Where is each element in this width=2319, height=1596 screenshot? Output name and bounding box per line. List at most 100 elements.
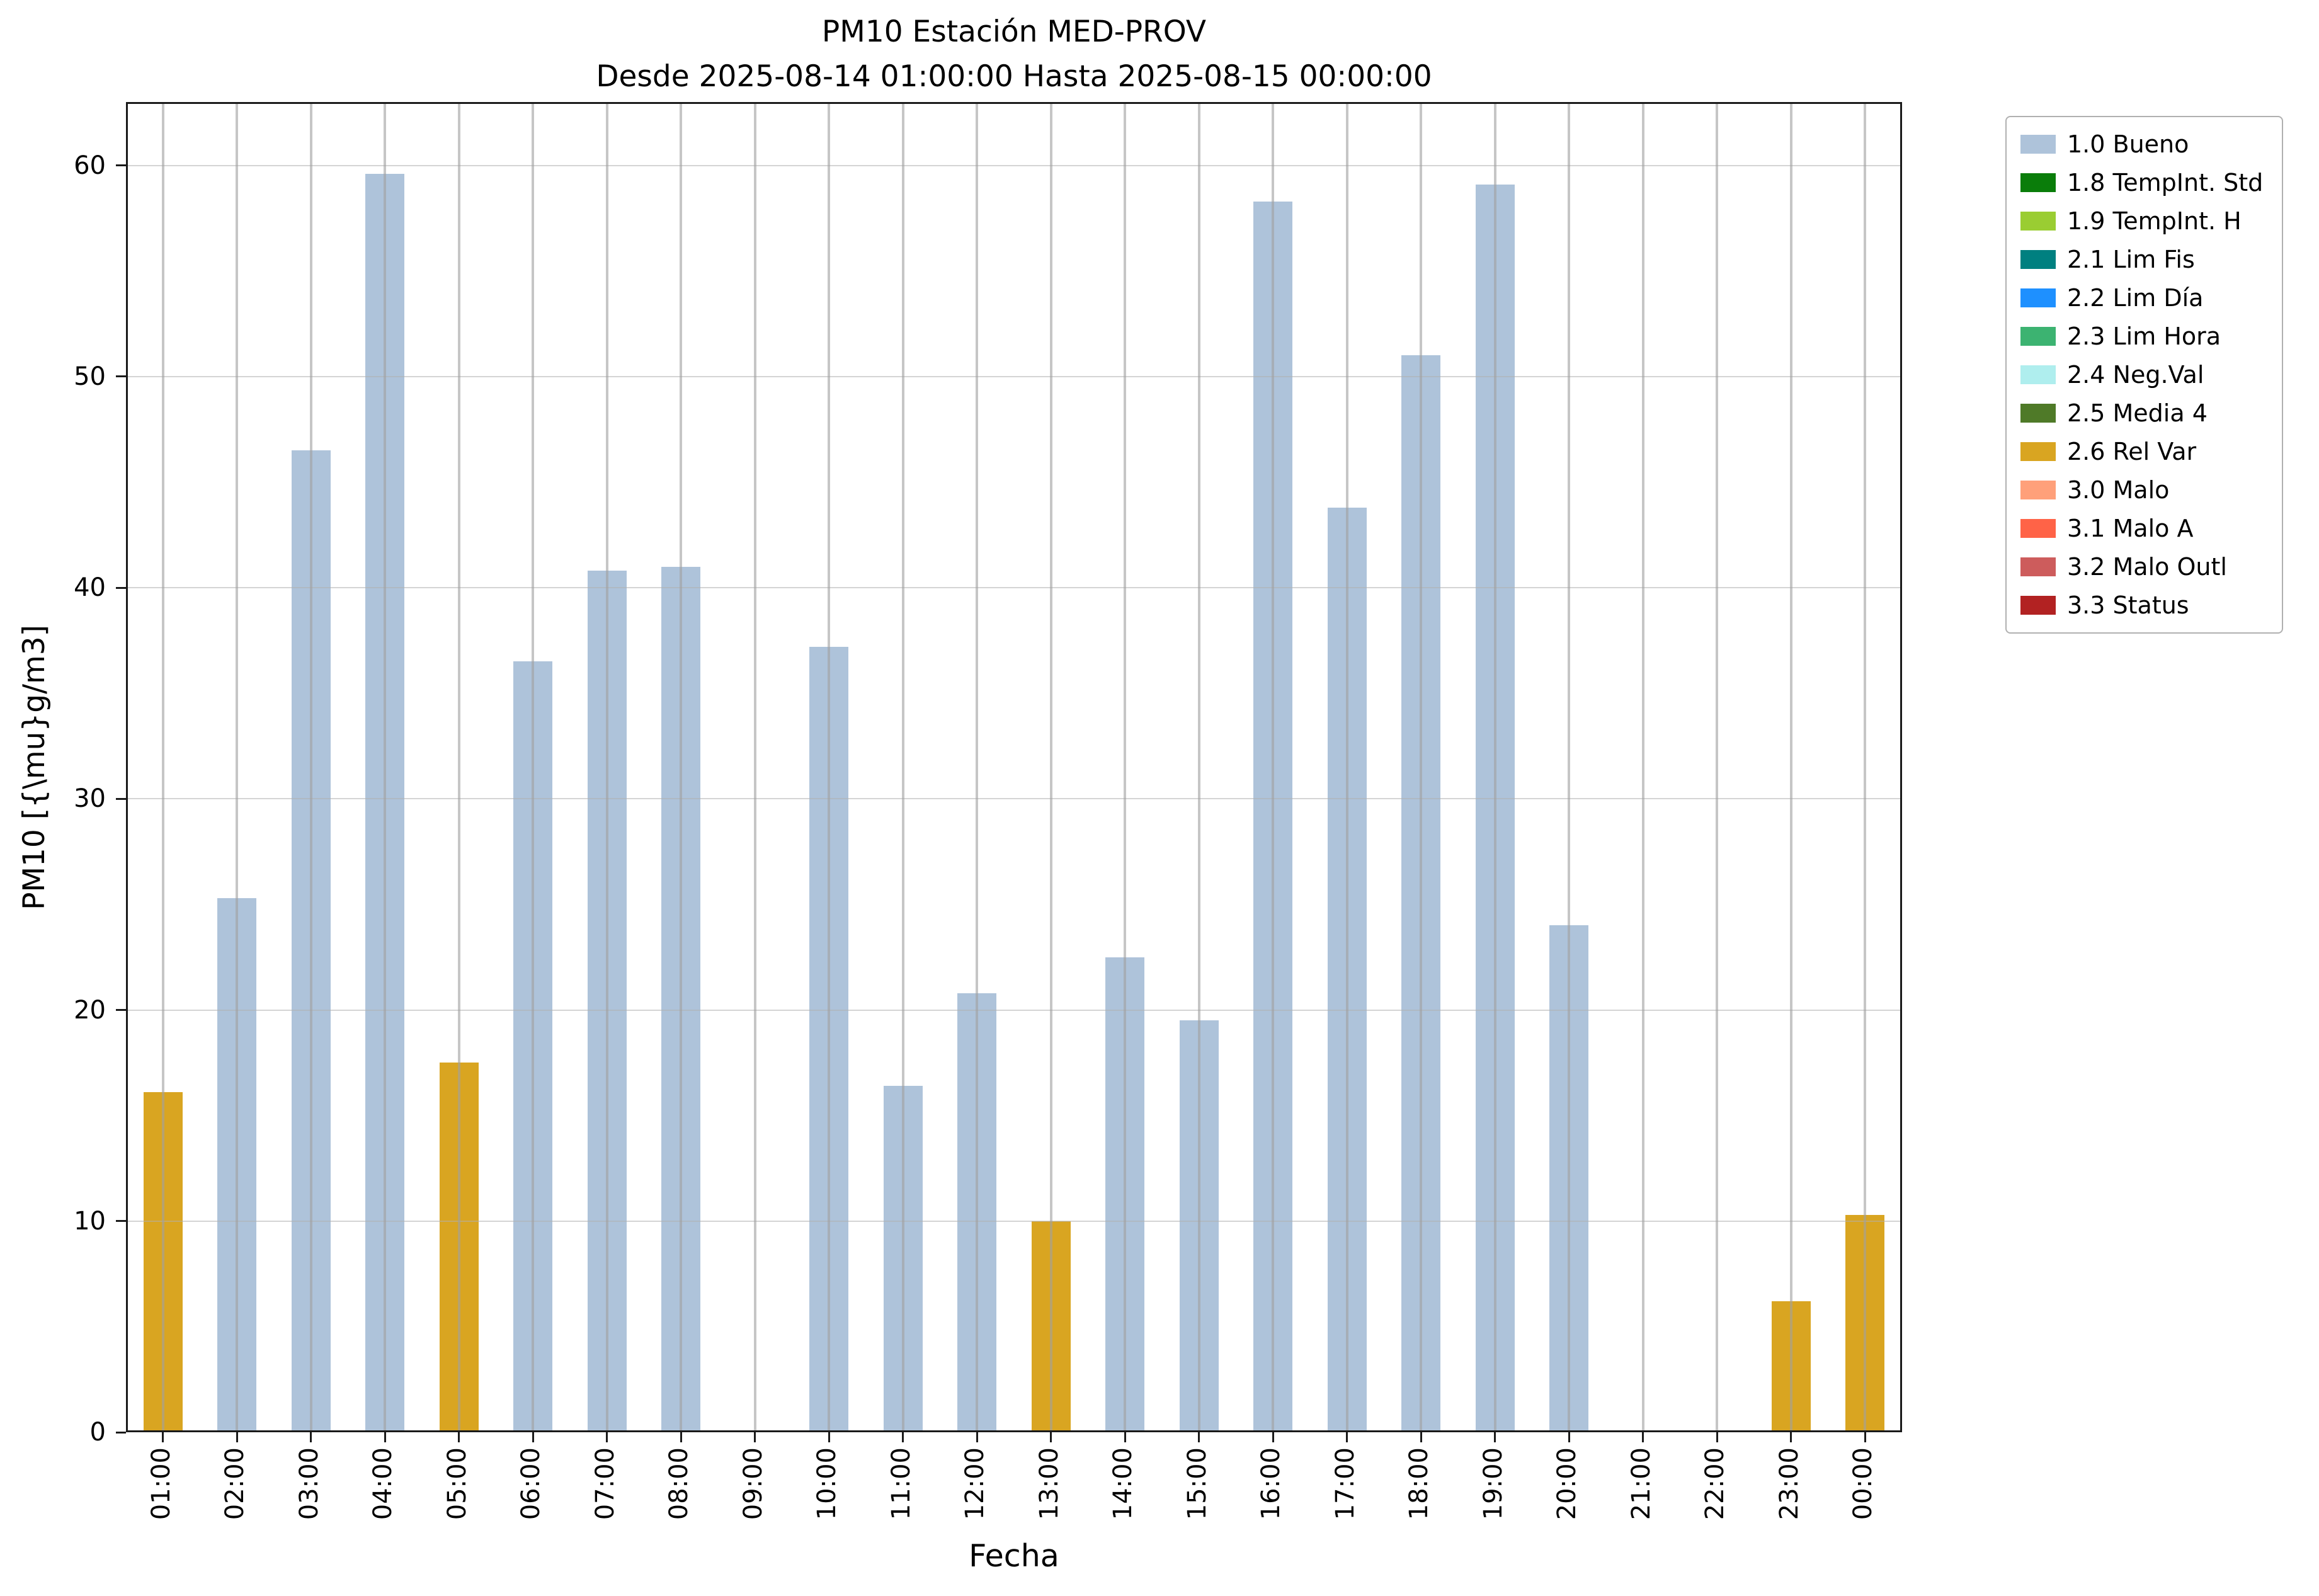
x-gridline <box>532 102 535 1432</box>
y-tick-mark <box>116 1431 126 1434</box>
x-gridline <box>1789 102 1792 1432</box>
x-tick-label: 04:00 <box>368 1447 398 1520</box>
legend: 1.0 Bueno 1.8 TempInt. Std 1.9 TempInt. H 2… <box>2005 116 2284 634</box>
x-tick-mark <box>1050 1432 1052 1442</box>
x-tick-mark <box>828 1432 830 1442</box>
legend-item: 3.3 Status <box>2020 591 2263 620</box>
legend-label: 2.3 Lim Hora <box>2067 322 2221 350</box>
x-gridline <box>1345 102 1348 1432</box>
x-gridline <box>1197 102 1200 1432</box>
x-gridline <box>384 102 387 1432</box>
legend-item: 3.2 Malo Outl <box>2020 552 2263 581</box>
x-axis-label: Fecha <box>969 1538 1059 1574</box>
legend-label: 1.9 TempInt. H <box>2067 207 2242 235</box>
chart-title-line2: Desde 2025-08-14 01:00:00 Hasta 2025-08-… <box>596 59 1432 94</box>
chart-title-line1: PM10 Estación MED-PROV <box>821 14 1207 49</box>
legend-swatch <box>2020 557 2056 576</box>
x-tick-label: 16:00 <box>1256 1447 1286 1520</box>
x-tick-mark <box>532 1432 534 1442</box>
x-tick-label: 02:00 <box>220 1447 250 1520</box>
legend-label: 2.6 Rel Var <box>2067 438 2197 465</box>
y-tick-label: 50 <box>74 362 106 391</box>
y-gridline <box>126 798 1902 800</box>
y-tick-mark <box>116 375 126 378</box>
x-tick-label: 03:00 <box>294 1447 324 1520</box>
x-gridline <box>309 102 312 1432</box>
x-gridline <box>1124 102 1127 1432</box>
x-tick-label: 22:00 <box>1701 1447 1730 1520</box>
legend-item: 2.2 Lim Día <box>2020 283 2263 312</box>
x-tick-label: 05:00 <box>442 1447 472 1520</box>
y-gridline <box>126 1220 1902 1222</box>
x-tick-label: 06:00 <box>516 1447 546 1520</box>
x-gridline <box>1641 102 1644 1432</box>
x-gridline <box>1420 102 1423 1432</box>
x-gridline <box>1568 102 1571 1432</box>
x-tick-mark <box>1346 1432 1348 1442</box>
x-tick-label: 01:00 <box>146 1447 176 1520</box>
x-tick-mark <box>1790 1432 1792 1442</box>
y-tick-mark <box>116 797 126 800</box>
x-tick-mark <box>1642 1432 1644 1442</box>
x-tick-mark <box>1864 1432 1866 1442</box>
x-tick-label: 15:00 <box>1182 1447 1212 1520</box>
x-tick-mark <box>310 1432 312 1442</box>
y-tick-mark <box>116 586 126 589</box>
chart-title: PM10 Estación MED-PROV Desde 2025-08-14 … <box>126 10 1902 99</box>
x-tick-label: 08:00 <box>664 1447 694 1520</box>
y-tick-label: 10 <box>74 1206 106 1236</box>
x-tick-label: 18:00 <box>1405 1447 1434 1520</box>
legend-label: 3.1 Malo A <box>2067 515 2194 542</box>
x-gridline <box>828 102 831 1432</box>
x-gridline <box>976 102 979 1432</box>
legend-label: 3.2 Malo Outl <box>2067 553 2227 581</box>
x-tick-label: 17:00 <box>1330 1447 1360 1520</box>
x-tick-mark <box>236 1432 238 1442</box>
legend-label: 2.1 Lim Fis <box>2067 246 2195 273</box>
legend-item: 2.4 Neg.Val <box>2020 360 2263 389</box>
legend-swatch <box>2020 250 2056 269</box>
legend-swatch <box>2020 442 2056 461</box>
x-tick-mark <box>680 1432 682 1442</box>
y-tick-label: 40 <box>74 573 106 603</box>
y-tick-label: 20 <box>74 995 106 1025</box>
x-tick-mark <box>1494 1432 1496 1442</box>
x-gridline <box>901 102 904 1432</box>
x-tick-mark <box>1716 1432 1718 1442</box>
x-gridline <box>1049 102 1052 1432</box>
legend-item: 2.5 Media 4 <box>2020 399 2263 428</box>
x-tick-label: 20:00 <box>1553 1447 1582 1520</box>
x-tick-mark <box>754 1432 756 1442</box>
y-axis-label-text: PM10 [{\mu}g/m3] <box>16 624 52 910</box>
legend-swatch <box>2020 288 2056 307</box>
y-tick-label: 0 <box>89 1418 106 1447</box>
legend-label: 2.2 Lim Día <box>2067 284 2204 312</box>
legend-swatch <box>2020 212 2056 231</box>
x-tick-label: 19:00 <box>1478 1447 1508 1520</box>
x-tick-mark <box>902 1432 904 1442</box>
x-gridline <box>1864 102 1867 1432</box>
x-gridline <box>1493 102 1496 1432</box>
x-gridline <box>161 102 164 1432</box>
legend-item: 1.9 TempInt. H <box>2020 207 2263 236</box>
x-gridline <box>1272 102 1275 1432</box>
legend-item: 2.1 Lim Fis <box>2020 245 2263 274</box>
y-gridline <box>126 164 1902 166</box>
x-tick-label: 11:00 <box>886 1447 916 1520</box>
legend-label: 2.5 Media 4 <box>2067 399 2208 427</box>
y-tick-label: 60 <box>74 151 106 180</box>
x-tick-mark <box>1420 1432 1422 1442</box>
x-gridline <box>680 102 683 1432</box>
x-gridline <box>1716 102 1719 1432</box>
x-tick-label: 12:00 <box>960 1447 990 1520</box>
x-tick-mark <box>384 1432 386 1442</box>
y-gridline <box>126 587 1902 589</box>
x-tick-mark <box>606 1432 608 1442</box>
x-tick-mark <box>1568 1432 1570 1442</box>
legend-swatch <box>2020 596 2056 615</box>
x-tick-label: 00:00 <box>1849 1447 1878 1520</box>
legend-label: 3.3 Status <box>2067 591 2189 619</box>
y-gridline <box>126 1009 1902 1011</box>
legend-swatch <box>2020 481 2056 499</box>
legend-label: 3.0 Malo <box>2067 476 2170 504</box>
